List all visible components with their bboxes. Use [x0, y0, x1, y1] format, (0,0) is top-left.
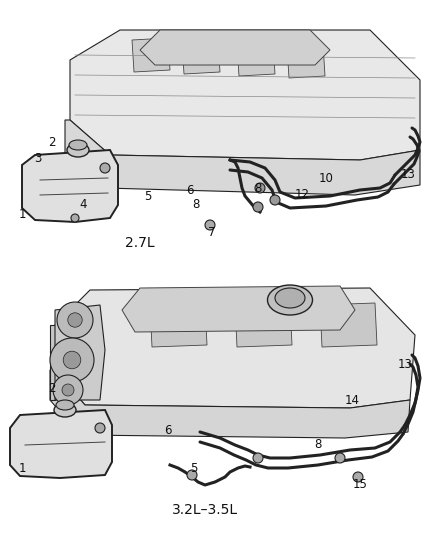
Text: 10: 10 — [318, 172, 333, 184]
Ellipse shape — [67, 143, 89, 157]
Circle shape — [50, 338, 94, 382]
Text: 3.2L–3.5L: 3.2L–3.5L — [172, 503, 238, 517]
Polygon shape — [50, 325, 55, 400]
Circle shape — [57, 302, 93, 338]
Text: 13: 13 — [401, 168, 415, 182]
Polygon shape — [150, 303, 207, 347]
Polygon shape — [55, 305, 105, 400]
Text: 6: 6 — [186, 183, 194, 197]
Ellipse shape — [56, 400, 74, 410]
Circle shape — [353, 472, 363, 482]
Text: 5: 5 — [144, 190, 152, 204]
Circle shape — [205, 220, 215, 230]
Polygon shape — [65, 120, 420, 195]
Polygon shape — [10, 410, 112, 478]
Text: 15: 15 — [353, 479, 367, 491]
Text: 8: 8 — [314, 439, 321, 451]
Polygon shape — [22, 150, 118, 222]
Circle shape — [53, 375, 83, 405]
Text: 3: 3 — [34, 151, 42, 165]
Polygon shape — [182, 40, 220, 74]
Text: 12: 12 — [294, 189, 310, 201]
Circle shape — [100, 163, 110, 173]
Polygon shape — [237, 42, 275, 76]
Polygon shape — [287, 44, 325, 78]
Polygon shape — [55, 288, 415, 408]
Circle shape — [335, 453, 345, 463]
Circle shape — [187, 470, 197, 480]
Polygon shape — [50, 370, 410, 438]
Polygon shape — [140, 30, 330, 65]
Circle shape — [253, 202, 263, 212]
Text: 8: 8 — [254, 182, 261, 195]
Text: 2.7L: 2.7L — [125, 236, 155, 250]
Polygon shape — [122, 286, 355, 332]
Text: 6: 6 — [164, 424, 172, 437]
Text: 1: 1 — [18, 462, 26, 474]
Circle shape — [68, 313, 82, 327]
Ellipse shape — [69, 140, 87, 150]
Polygon shape — [320, 303, 377, 347]
Circle shape — [255, 183, 265, 193]
Text: 14: 14 — [345, 393, 360, 407]
Polygon shape — [132, 38, 170, 72]
Ellipse shape — [275, 288, 305, 308]
Text: 5: 5 — [191, 462, 198, 474]
Circle shape — [63, 351, 81, 369]
Ellipse shape — [268, 285, 312, 315]
Text: 2: 2 — [48, 136, 56, 149]
Text: 1: 1 — [18, 208, 26, 222]
Text: 8: 8 — [192, 198, 200, 211]
Circle shape — [71, 214, 79, 222]
Text: 2: 2 — [48, 382, 56, 394]
Polygon shape — [70, 30, 420, 160]
Circle shape — [253, 453, 263, 463]
Text: 7: 7 — [208, 225, 216, 238]
Circle shape — [62, 384, 74, 396]
Polygon shape — [235, 303, 292, 347]
Text: 4: 4 — [79, 198, 87, 212]
Text: 13: 13 — [398, 359, 413, 372]
Circle shape — [270, 195, 280, 205]
Circle shape — [95, 423, 105, 433]
Ellipse shape — [54, 403, 76, 417]
